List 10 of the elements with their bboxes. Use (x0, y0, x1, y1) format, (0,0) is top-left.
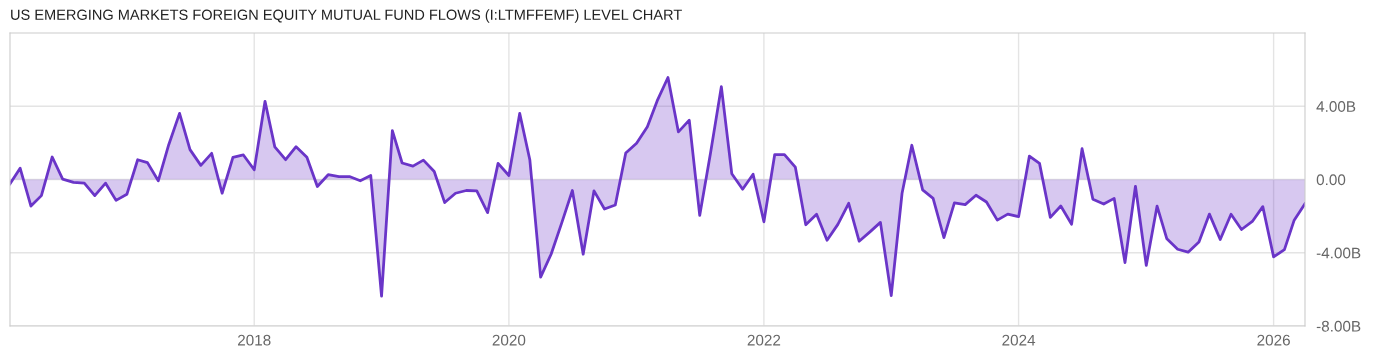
y-tick-label: -4.00B (1316, 247, 1361, 259)
x-tick-label: 2026 (1257, 334, 1290, 346)
chart-title: US EMERGING MARKETS FOREIGN EQUITY MUTUAL FUND FLOWS (I:LTMFFEMF) LEVEL CHART (11, 9, 682, 23)
x-tick-label: 2024 (1002, 334, 1036, 346)
x-tick-label: 2018 (237, 334, 271, 346)
y-tick-label: 0.00 (1316, 174, 1346, 186)
y-tick-label: 4.00B (1316, 101, 1356, 112)
x-tick-label: 2020 (492, 334, 526, 346)
x-tick-label: 2022 (747, 334, 781, 346)
y-tick-label: -8.00B (1316, 320, 1361, 332)
